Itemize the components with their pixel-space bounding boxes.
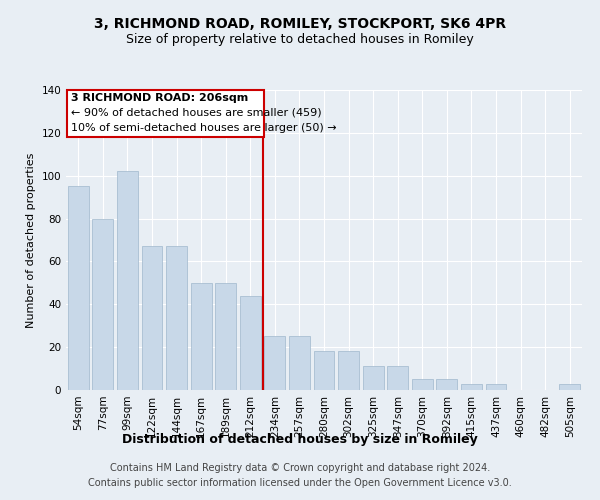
- Bar: [387, 366, 408, 390]
- Bar: [559, 384, 580, 390]
- Text: Distribution of detached houses by size in Romiley: Distribution of detached houses by size …: [122, 432, 478, 446]
- Text: 3 RICHMOND ROAD: 206sqm: 3 RICHMOND ROAD: 206sqm: [71, 93, 248, 103]
- Text: Size of property relative to detached houses in Romiley: Size of property relative to detached ho…: [126, 32, 474, 46]
- Text: ← 90% of detached houses are smaller (459): ← 90% of detached houses are smaller (45…: [71, 108, 322, 118]
- Bar: [485, 384, 506, 390]
- Bar: [289, 336, 310, 390]
- Bar: [362, 366, 383, 390]
- Bar: [436, 380, 457, 390]
- FancyBboxPatch shape: [67, 90, 264, 137]
- Bar: [240, 296, 261, 390]
- Bar: [92, 218, 113, 390]
- Bar: [338, 352, 359, 390]
- Bar: [142, 246, 163, 390]
- Bar: [117, 172, 138, 390]
- Bar: [166, 246, 187, 390]
- Bar: [68, 186, 89, 390]
- Bar: [191, 283, 212, 390]
- Text: 10% of semi-detached houses are larger (50) →: 10% of semi-detached houses are larger (…: [71, 122, 337, 132]
- Bar: [461, 384, 482, 390]
- Y-axis label: Number of detached properties: Number of detached properties: [26, 152, 36, 328]
- Bar: [265, 336, 286, 390]
- Bar: [314, 352, 334, 390]
- Text: Contains HM Land Registry data © Crown copyright and database right 2024.
Contai: Contains HM Land Registry data © Crown c…: [88, 462, 512, 487]
- Text: 3, RICHMOND ROAD, ROMILEY, STOCKPORT, SK6 4PR: 3, RICHMOND ROAD, ROMILEY, STOCKPORT, SK…: [94, 18, 506, 32]
- Bar: [215, 283, 236, 390]
- Bar: [412, 380, 433, 390]
